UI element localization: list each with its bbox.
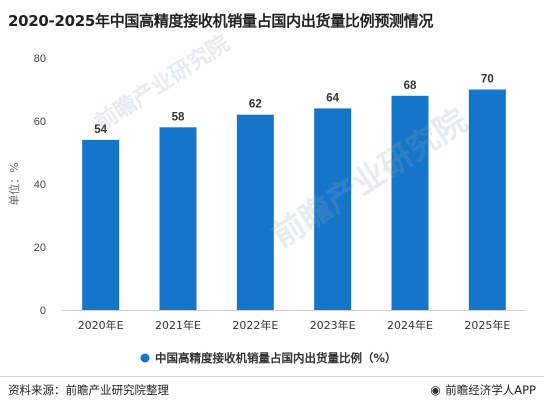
legend-label: 中国高精度接收机销量占国内出货量比例（%） [155, 351, 397, 365]
data-label: 54 [94, 124, 107, 136]
data-label: 62 [249, 99, 262, 111]
data-label: 64 [326, 92, 339, 104]
y-tick-label: 80 [34, 53, 46, 65]
x-tick-label: 2022年E [232, 318, 278, 332]
bar-chart: 0 20 40 60 80 单位：% 54 2020年E 58 2021年E 62 2022年E 64 2… [7, 53, 526, 365]
x-tick-label: 2021年E [155, 318, 201, 332]
y-tick-label: 20 [34, 242, 46, 254]
data-label: 58 [172, 111, 185, 123]
y-tick-label: 40 [34, 179, 46, 191]
bar [314, 108, 352, 311]
brand-label: 前瞻经济学人APP [445, 383, 536, 397]
y-tick-label: 60 [34, 116, 46, 128]
chart-title: 2020-2025年中国高精度接收机销量占国内出货量比例预测情况 [8, 12, 434, 30]
source-note: 资料来源：前瞻产业研究院整理 [8, 383, 169, 397]
brand-logo-icon: ◉ [430, 383, 441, 397]
y-tick-label: 0 [40, 305, 46, 317]
bar [159, 127, 197, 310]
data-label: 70 [481, 74, 494, 86]
x-tick-label: 2023年E [310, 318, 356, 332]
y-axis-label: 单位：% [7, 162, 21, 205]
legend-marker [140, 353, 150, 363]
bar [468, 89, 506, 310]
x-tick-label: 2024年E [387, 318, 433, 332]
data-label: 68 [404, 80, 417, 92]
bar [82, 139, 120, 310]
x-tick-label: 2025年E [464, 318, 510, 332]
x-tick-label: 2020年E [78, 318, 124, 332]
footer-divider [0, 376, 544, 377]
brand-credit: ◉ 前瞻经济学人APP [430, 382, 536, 398]
bar [236, 114, 274, 310]
bar [391, 95, 429, 310]
